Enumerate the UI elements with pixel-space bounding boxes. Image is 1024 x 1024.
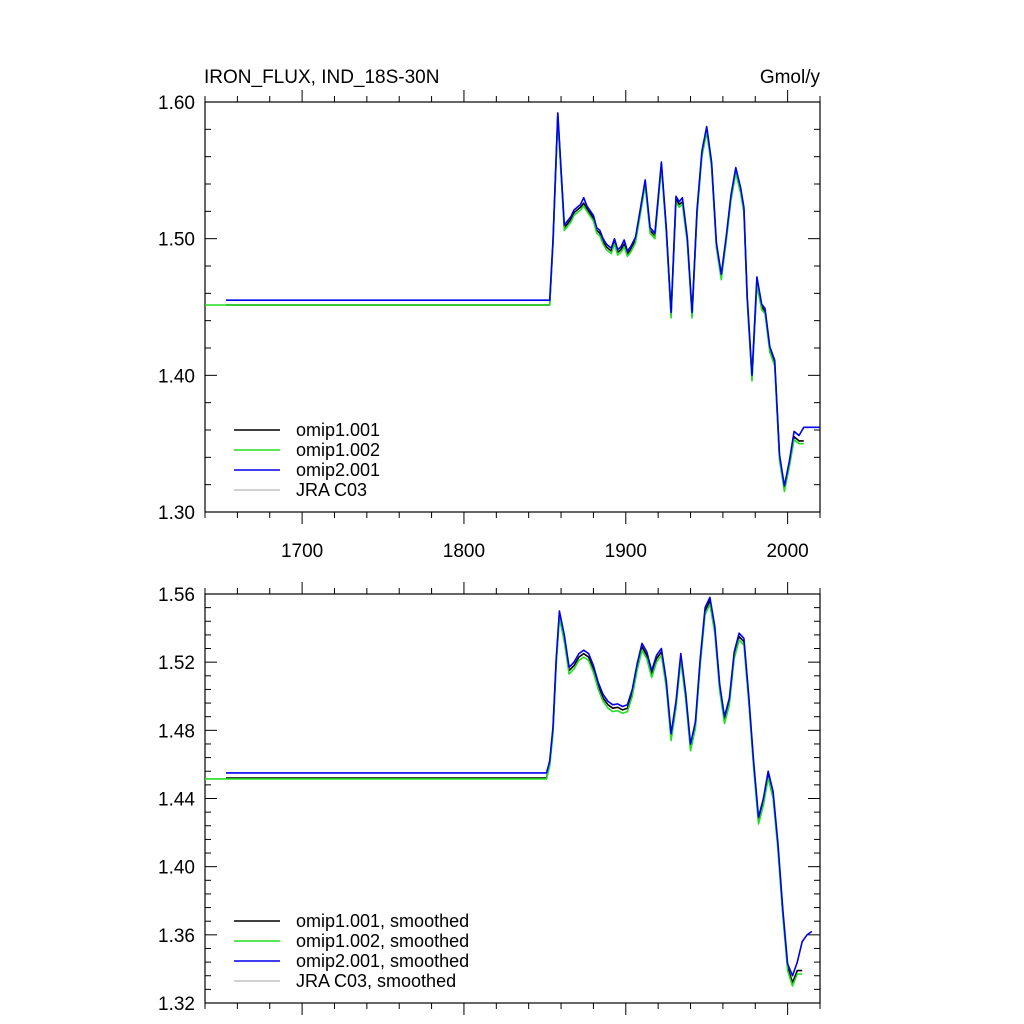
x-tick-label: 1800 <box>443 541 485 562</box>
series-line-omip1_002 <box>205 117 804 493</box>
y-tick-label: 1.48 <box>158 721 195 742</box>
plot-frame <box>204 101 821 513</box>
chart-title: IRON_FLUX, IND_18S-30N <box>204 67 439 88</box>
legend-label: omip2.001, smoothed <box>296 951 469 971</box>
legend-label: omip1.001, smoothed <box>296 911 469 931</box>
x-tick-label: 1900 <box>605 541 647 562</box>
y-tick-label: 1.32 <box>158 994 195 1015</box>
series-line-omip2_001 <box>226 596 813 977</box>
chart-units: Gmol/y <box>760 67 821 88</box>
legend-label: omip1.001 <box>296 420 380 440</box>
series-line-omip2_001 <box>226 112 820 487</box>
y-tick-label: 1.50 <box>158 230 195 251</box>
legend-label: omip1.002 <box>296 440 380 460</box>
x-tick-label: 2000 <box>766 541 808 562</box>
legend-label: omip1.002, smoothed <box>296 931 469 951</box>
x-tick-label: 1700 <box>281 541 323 562</box>
legend-label: JRA C03, smoothed <box>296 971 456 991</box>
y-tick-label: 1.40 <box>158 366 195 387</box>
series-line-omip1_002 <box>205 603 803 987</box>
legend-label: JRA C03 <box>296 480 367 500</box>
y-tick-label: 1.30 <box>158 503 195 524</box>
y-tick-label: 1.40 <box>158 858 195 879</box>
bottom-panel: 1.32 1.36 1.40 1.44 1.48 1.52 1.56 omip1.001, s… <box>158 582 821 1015</box>
y-tick-label: 1.52 <box>158 653 195 674</box>
y-tick-label: 1.44 <box>158 790 195 811</box>
y-tick-label: 1.56 <box>158 585 195 606</box>
y-tick-label: 1.60 <box>158 93 195 114</box>
legend-label: omip2.001 <box>296 460 380 480</box>
y-tick-label: 1.36 <box>158 926 195 947</box>
top-panel: 1.30 1.40 1.50 1.60 1700 1800 1900 2000 omip1.00… <box>158 90 821 562</box>
